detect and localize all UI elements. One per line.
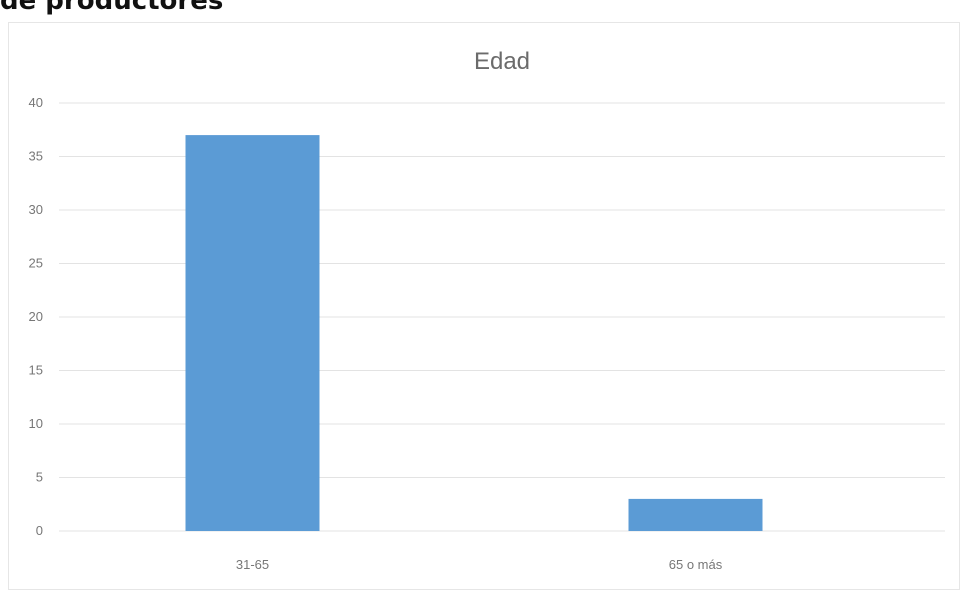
y-tick-label: 10 xyxy=(29,416,43,431)
bars xyxy=(185,135,763,531)
chart-title: Edad xyxy=(474,48,530,75)
page-heading: de productores xyxy=(0,0,224,16)
bar-2 xyxy=(628,498,763,531)
y-axis-ticks: 0 5 10 15 20 25 30 35 40 xyxy=(29,95,43,538)
chart-area: Edad 0 5 10 15 20 25 30 35 40 31-65 65 o más xyxy=(8,22,960,590)
y-tick-label: 5 xyxy=(36,470,43,485)
y-tick-label: 30 xyxy=(29,202,43,217)
bar-chart: Edad 0 5 10 15 20 25 30 35 40 31-65 65 o más xyxy=(29,48,945,572)
x-category-label: 65 o más xyxy=(669,557,723,572)
y-tick-label: 15 xyxy=(29,363,43,378)
bar-1 xyxy=(185,135,320,531)
y-tick-label: 40 xyxy=(29,95,43,110)
x-category-label: 31-65 xyxy=(236,557,269,572)
y-tick-label: 20 xyxy=(29,309,43,324)
y-tick-label: 35 xyxy=(29,149,43,164)
y-tick-label: 0 xyxy=(36,523,43,538)
x-axis-categories: 31-65 65 o más xyxy=(236,557,723,572)
y-tick-label: 25 xyxy=(29,256,43,271)
